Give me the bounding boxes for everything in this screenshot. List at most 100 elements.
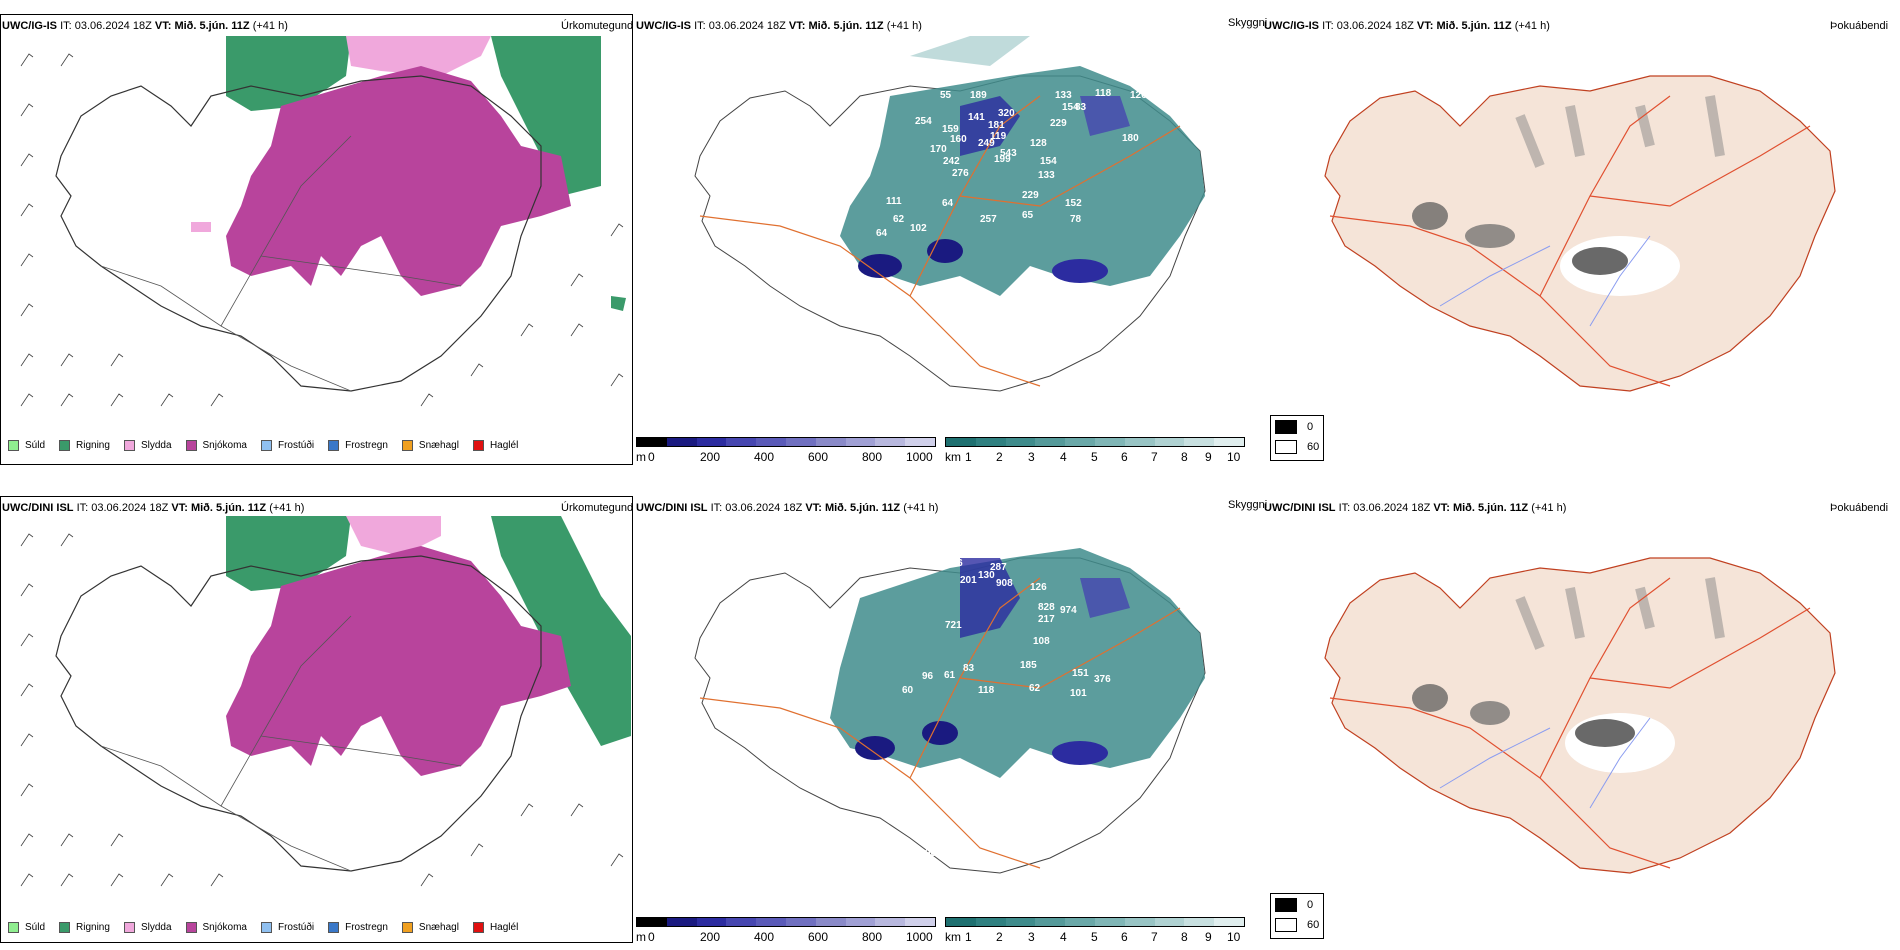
spot-value: 320 [998, 108, 1015, 119]
visibility-colorbar-step [1005, 918, 1036, 926]
fog-index-map[interactable] [1290, 36, 1870, 426]
legend-label: Frostregn [345, 922, 388, 933]
visibility-tick: 4 [1060, 450, 1067, 464]
fog-legend-swatch [1275, 918, 1297, 932]
rain-area [491, 516, 631, 746]
cloud-panel-title: UWC/IG-IS IT: 03.06.2024 18Z VT: Mið. 5.… [636, 20, 922, 32]
vt-label: VT: [1433, 502, 1450, 514]
legend-label: Haglél [489, 922, 519, 933]
spot-value: 151 [1072, 668, 1089, 679]
ceiling-field [922, 721, 958, 745]
model-name: UWC/DINI ISL [636, 502, 708, 514]
vt-label: VT: [171, 502, 188, 514]
legend-item: Haglél [472, 922, 519, 933]
sleet-area [191, 222, 211, 232]
spot-value: 169 [956, 537, 973, 548]
spot-value: 257 [980, 214, 997, 225]
spot-value: 185 [1020, 660, 1037, 671]
ceiling-tick: 600 [808, 450, 829, 464]
roads [699, 577, 1181, 869]
ceiling-colorbar-ramp [636, 437, 936, 447]
fog-legend-label: 0 [1307, 899, 1314, 911]
fog-panel-name: Þokuábendi [1830, 502, 1889, 514]
spot-value: 62 [893, 214, 905, 225]
vt-label: VT: [805, 502, 822, 514]
it-value: 03.06.2024 18Z [725, 502, 803, 514]
spot-value: 83 [1075, 102, 1087, 113]
ceiling-colorbar-step [726, 918, 757, 926]
legend-item: Snæhagl [401, 440, 459, 451]
visibility-colorbar-step [1184, 438, 1215, 446]
legend-label: Haglél [489, 440, 519, 451]
visibility-colorbar-step [1094, 918, 1125, 926]
spot-value: 128 [1030, 138, 1047, 149]
spot-value: 64 [942, 198, 954, 209]
ceiling-colorbar: m 0 200 400 600 800 1000 [636, 437, 936, 465]
ceiling-tick: 0 [648, 930, 655, 944]
legend-item: Slydda [123, 922, 172, 933]
visibility-tick: 3 [1028, 450, 1035, 464]
vt-value: Mið. 5.jún. 11Z [1436, 20, 1512, 32]
legend-label: Snæhagl [418, 922, 459, 933]
fog-legend-swatch [1275, 898, 1297, 912]
spot-value: 141 [968, 112, 985, 123]
legend-swatch [123, 922, 135, 933]
legend-swatch [401, 440, 413, 451]
legend-label: Slydda [140, 440, 172, 451]
visibility-colorbar: km 1 2 3 4 5 6 7 8 9 10 [945, 437, 1245, 465]
spot-value: 152 [1065, 198, 1082, 209]
ceiling-tick: 800 [862, 930, 883, 944]
precip-type-map[interactable] [1, 516, 632, 910]
ceiling-field [855, 736, 895, 760]
vt-value: Mið. 5.jún. 11Z [824, 502, 901, 514]
ceiling-colorbar-step [785, 438, 816, 446]
spot-value: 181 [988, 120, 1005, 131]
spot-value: 543 [1000, 148, 1017, 159]
it-value: 03.06.2024 18Z [1353, 502, 1431, 514]
legend-label: Frostúði [277, 922, 315, 933]
sleet-area [346, 516, 441, 556]
visibility-colorbar: km 1 2 3 4 5 6 7 8 9 10 [945, 917, 1245, 945]
spot-value: 159 [942, 124, 959, 135]
fog-legend-swatch [1275, 440, 1297, 454]
lead-time: (+41 h) [1514, 20, 1550, 32]
visibility-colorbar-step [1184, 918, 1215, 926]
legend-item: Frostúði [260, 440, 314, 451]
spot-value: 172 [938, 537, 955, 548]
spot-value: 276 [952, 168, 969, 179]
precip-type-map[interactable] [1, 36, 632, 432]
legend-swatch [401, 922, 413, 933]
visibility-colorbar-step [1005, 438, 1036, 446]
ceiling-colorbar-step [637, 438, 667, 446]
fog-index-map[interactable] [1290, 518, 1870, 908]
spot-value: 130 [978, 570, 995, 581]
fog-legend: 0 60 [1270, 415, 1324, 461]
cloud-panel-title: UWC/DINI ISL IT: 03.06.2024 18Z VT: Mið.… [636, 502, 938, 514]
legend-item: Frostúði [260, 922, 315, 933]
legend-item: Rigning [59, 440, 110, 451]
spot-value: 180 [1122, 133, 1139, 144]
visibility-colorbar-step [1154, 438, 1185, 446]
land-area [1324, 557, 1836, 874]
visibility-colorbar-step [1065, 918, 1095, 926]
ceiling-tick: 400 [754, 930, 775, 944]
legend-swatch [8, 922, 19, 933]
legend-item: Rigning [59, 922, 110, 933]
spot-value: 217 [1038, 614, 1055, 625]
it-label: IT: [710, 502, 723, 514]
spot-value: 254 [915, 116, 932, 127]
precip-legend: Súld Rigning Slydda Snjókoma Frostúði Fr… [8, 922, 532, 933]
legend-label: Rigning [76, 440, 110, 451]
spot-value: 133 [1055, 90, 1072, 101]
ceiling-unit: m [636, 450, 646, 464]
ceiling-colorbar-step [696, 918, 727, 926]
ceiling-field [1052, 259, 1108, 283]
sleet-area [346, 36, 491, 76]
spot-value: 242 [943, 156, 960, 167]
legend-item: Súld [8, 922, 45, 933]
visibility-colorbar-step [1214, 918, 1244, 926]
visibility-colorbar-step [1094, 438, 1125, 446]
